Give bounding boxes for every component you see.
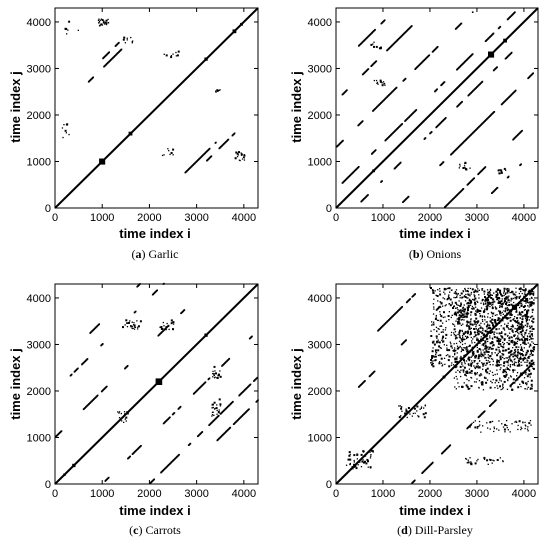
y-tick-label: 2000 (308, 386, 332, 398)
xlabel-b: time index i (399, 226, 471, 241)
axes-frame (335, 283, 539, 485)
x-tick-label: 1000 (371, 488, 395, 500)
y-tick-label: 3000 (27, 339, 51, 351)
caption-letter-b: b (413, 247, 420, 261)
ylabel-a: time index j (8, 71, 23, 143)
x-tick-label: 0 (52, 212, 58, 224)
y-tick-label: 0 (45, 479, 51, 491)
xlabel-d: time index i (399, 503, 471, 518)
y-tick-label: 4000 (27, 17, 51, 29)
plot-area-c: 0 1000 2000 3000 4000 0 1000 2000 3000 4000 (27, 282, 259, 500)
xlabel-c: time index i (119, 503, 191, 518)
y-tick-label: 0 (326, 479, 332, 491)
y-tick-label: 1000 (27, 156, 51, 168)
x-tick-label: 4000 (232, 488, 256, 500)
ylabel-b: time index j (289, 71, 304, 143)
xlabel-a: time index i (119, 226, 191, 241)
x-tick-label: 4000 (232, 212, 256, 224)
caption-a: (a) Garlic (132, 247, 179, 261)
caption-name-c: Carrots (146, 523, 182, 537)
y-tick-label: 0 (45, 203, 51, 215)
panel-d: time index j time index i (d) Dill-Parsl… (289, 283, 539, 537)
x-tick-label: 4000 (512, 212, 536, 224)
y-tick-label: 1000 (308, 432, 332, 444)
x-tick-label: 4000 (512, 488, 536, 500)
axes-frame (335, 7, 539, 209)
plot-area-a: 0 1000 2000 3000 4000 0 1000 2000 3000 4000 (27, 7, 259, 224)
caption-name-a: Garlic (149, 247, 179, 261)
x-tick-label: 3000 (465, 212, 489, 224)
y-tick-label: 2000 (27, 386, 51, 398)
y-tick-label: 3000 (27, 63, 51, 75)
plot-area-d: 0 1000 2000 3000 4000 0 1000 2000 3000 4000 (308, 283, 539, 500)
svg-text:(c) Carrots: (c) Carrots (129, 523, 181, 537)
x-tick-label: 0 (333, 212, 339, 224)
caption-b: (b) Onions (409, 247, 462, 261)
svg-text:(d) Dill-Parsley: (d) Dill-Parsley (397, 523, 473, 537)
svg-text:(a) Garlic: (a) Garlic (132, 247, 179, 261)
x-tick-label: 2000 (137, 212, 161, 224)
y-tick-label: 4000 (308, 293, 332, 305)
x-tick-label: 1000 (90, 488, 114, 500)
panel-a: time index j time index i (a) Garlic 0 10… (8, 7, 259, 261)
y-tick-label: 1000 (308, 156, 332, 168)
caption-letter-a: a (136, 247, 142, 261)
main-diagonal (54, 283, 259, 485)
recurrence-points-c (55, 282, 259, 484)
x-tick-label: 3000 (465, 488, 489, 500)
x-tick-label: 2000 (418, 488, 442, 500)
x-tick-label: 0 (333, 488, 339, 500)
y-tick-label: 4000 (308, 17, 332, 29)
x-tick-label: 1000 (90, 212, 114, 224)
main-diagonal (335, 7, 539, 209)
axes-frame (54, 7, 259, 209)
main-diagonal (54, 7, 259, 209)
main-diagonal (335, 283, 539, 485)
recurrence-points-d (345, 287, 536, 484)
axes-frame (54, 283, 259, 485)
ylabel-c: time index j (8, 348, 23, 420)
ylabel-d: time index j (289, 348, 304, 420)
caption-d: (d) Dill-Parsley (397, 523, 473, 537)
x-tick-label: 0 (52, 488, 58, 500)
y-tick-label: 3000 (308, 63, 332, 75)
y-tick-label: 2000 (27, 110, 51, 122)
caption-name-b: Onions (427, 247, 462, 261)
panel-c: time index j time index i (c) Carrots 0 1… (8, 282, 259, 537)
panel-b: time index j time index i (b) Onions 0 10… (289, 7, 539, 261)
y-tick-label: 3000 (308, 339, 332, 351)
caption-name-d: Dill-Parsley (415, 523, 473, 537)
y-tick-label: 2000 (308, 110, 332, 122)
x-tick-label: 3000 (184, 212, 208, 224)
caption-letter-c: c (133, 523, 139, 537)
caption-letter-d: d (401, 523, 408, 537)
x-tick-label: 1000 (371, 212, 395, 224)
caption-c: (c) Carrots (129, 523, 181, 537)
y-tick-label: 0 (326, 203, 332, 215)
recurrence-points-a (61, 18, 246, 174)
plot-area-b: 0 1000 2000 3000 4000 0 1000 2000 3000 4000 (308, 7, 539, 224)
y-tick-label: 1000 (27, 432, 51, 444)
recurrence-points-b (336, 11, 534, 208)
y-tick-label: 4000 (27, 293, 51, 305)
x-tick-label: 2000 (137, 488, 161, 500)
x-tick-label: 3000 (184, 488, 208, 500)
x-tick-label: 2000 (418, 212, 442, 224)
svg-text:(b) Onions: (b) Onions (409, 247, 462, 261)
